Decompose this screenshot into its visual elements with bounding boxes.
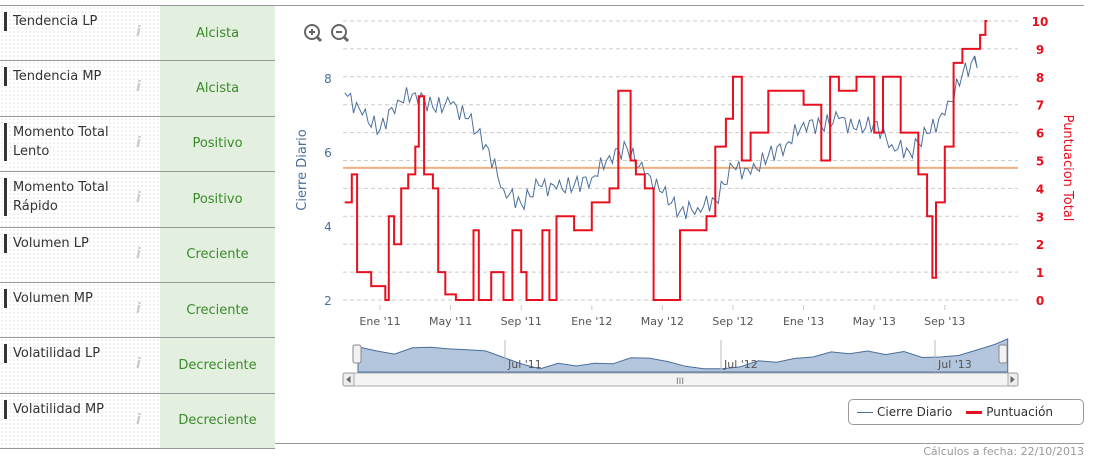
- indicator-label: Volatilidad MP: [4, 399, 125, 419]
- y2-tick-label: 10: [1032, 15, 1049, 29]
- price-score-chart: 0 1 2 3 4 5 6 7 8 9 10 2 4 6 8 Ene '11 May '11 Sep '11 Ene…: [295, 15, 1075, 387]
- navigator-series: [357, 338, 1009, 373]
- y2-tick-label: 2: [1036, 238, 1044, 252]
- x-tick-label: Ene '13: [783, 315, 824, 328]
- legend-label: Puntuación: [986, 405, 1054, 419]
- navigator-handle-left[interactable]: [352, 344, 362, 364]
- indicator-value: Alcista: [160, 61, 275, 116]
- info-icon[interactable]: i: [136, 411, 141, 428]
- y2-tick-label: 6: [1036, 127, 1044, 141]
- series-puntuacion: [344, 20, 988, 301]
- y-tick-label: 4: [324, 220, 332, 234]
- info-icon[interactable]: i: [136, 24, 141, 40]
- indicator-label: Volumen MP: [4, 288, 125, 308]
- indicator-value: Decreciente: [160, 338, 275, 393]
- x-tick-label: Sep '11: [501, 315, 542, 328]
- y2-tick-label: 4: [1036, 182, 1044, 196]
- legend-label: Cierre Diario: [877, 405, 953, 419]
- info-icon[interactable]: i: [136, 245, 141, 262]
- legend-item-cierre[interactable]: Cierre Diario: [857, 405, 952, 419]
- navigator-label: Jul '13: [937, 358, 972, 371]
- scrollbar-grip: III: [676, 377, 684, 387]
- y-tick-label: 6: [324, 146, 332, 160]
- indicator-value: Positivo: [160, 116, 275, 172]
- scroll-right-arrow[interactable]: [1010, 375, 1015, 384]
- indicator-value: Creciente: [160, 227, 275, 282]
- bottom-divider: [275, 443, 1084, 444]
- info-icon[interactable]: i: [136, 356, 141, 373]
- y2-tick-label: 5: [1036, 155, 1044, 169]
- indicator-row: Momento Total Rápido i Positivo: [0, 172, 275, 228]
- calculation-date: Cálculos a fecha: 22/10/2013: [923, 445, 1084, 458]
- y2-tick-label: 3: [1036, 210, 1044, 224]
- indicator-row: Tendencia LP i Alcista: [0, 6, 275, 62]
- x-tick-label: May '11: [429, 315, 472, 328]
- y-tick-label: 8: [324, 72, 332, 86]
- indicator-row: Volumen LP i Creciente: [0, 227, 275, 283]
- info-icon[interactable]: i: [136, 134, 141, 151]
- navigator-label: Jul '11: [507, 358, 542, 371]
- x-tick-label: May '12: [641, 315, 684, 328]
- y2-tick-label: 1: [1036, 266, 1044, 280]
- indicator-label: Momento Total Lento: [4, 122, 125, 161]
- indicator-label: Tendencia LP: [4, 12, 125, 31]
- y2-axis-title: Puntuacion Total: [1060, 115, 1075, 222]
- navigator-label: Jul '12: [723, 358, 758, 371]
- navigator-handle-right[interactable]: [998, 344, 1008, 364]
- info-icon[interactable]: i: [136, 190, 141, 207]
- x-tick-label: Ene '12: [571, 315, 612, 328]
- x-tick-label: May '13: [853, 315, 896, 328]
- x-tick-label: Sep '13: [924, 315, 965, 328]
- indicator-label: Tendencia MP: [4, 67, 125, 87]
- y2-tick-label: 8: [1036, 71, 1044, 85]
- indicator-row: Volumen MP i Creciente: [0, 282, 275, 339]
- indicator-row: Volatilidad MP i Decreciente: [0, 393, 275, 450]
- y2-tick-label: 7: [1036, 99, 1044, 113]
- legend-item-puntuacion[interactable]: Puntuación: [966, 405, 1053, 419]
- x-tick-label: Ene '11: [359, 315, 400, 328]
- zoom-in-icon[interactable]: [304, 24, 323, 43]
- indicator-row: Volatilidad LP i Decreciente: [0, 338, 275, 394]
- indicator-value: Creciente: [160, 282, 275, 338]
- y-axis-title: Cierre Diario: [295, 129, 310, 211]
- indicator-value: Alcista: [160, 6, 275, 61]
- y2-tick-label: 9: [1036, 43, 1044, 57]
- chart-legend: Cierre Diario Puntuación: [848, 399, 1084, 425]
- indicator-row: Tendencia MP i Alcista: [0, 61, 275, 117]
- y2-tick-label: 0: [1036, 294, 1044, 308]
- indicator-value: Positivo: [160, 172, 275, 227]
- zoom-out-icon[interactable]: [331, 24, 350, 43]
- info-icon[interactable]: i: [136, 300, 141, 317]
- indicator-row: Momento Total Lento i Positivo: [0, 116, 275, 173]
- indicator-table: Tendencia LP i Alcista Tendencia MP i Alcista…: [0, 6, 275, 450]
- indicator-value: Decreciente: [160, 393, 275, 449]
- y-tick-label: 2: [324, 294, 332, 308]
- scrollbar-thumb[interactable]: [353, 372, 1009, 387]
- indicator-label: Volatilidad LP: [4, 344, 125, 364]
- scroll-left-arrow[interactable]: [346, 375, 351, 384]
- top-divider: [0, 5, 1084, 6]
- x-tick-label: Sep '12: [712, 315, 753, 328]
- indicator-label: Volumen LP: [4, 233, 125, 253]
- info-icon[interactable]: i: [136, 79, 141, 96]
- indicator-label: Momento Total Rápido: [4, 178, 125, 217]
